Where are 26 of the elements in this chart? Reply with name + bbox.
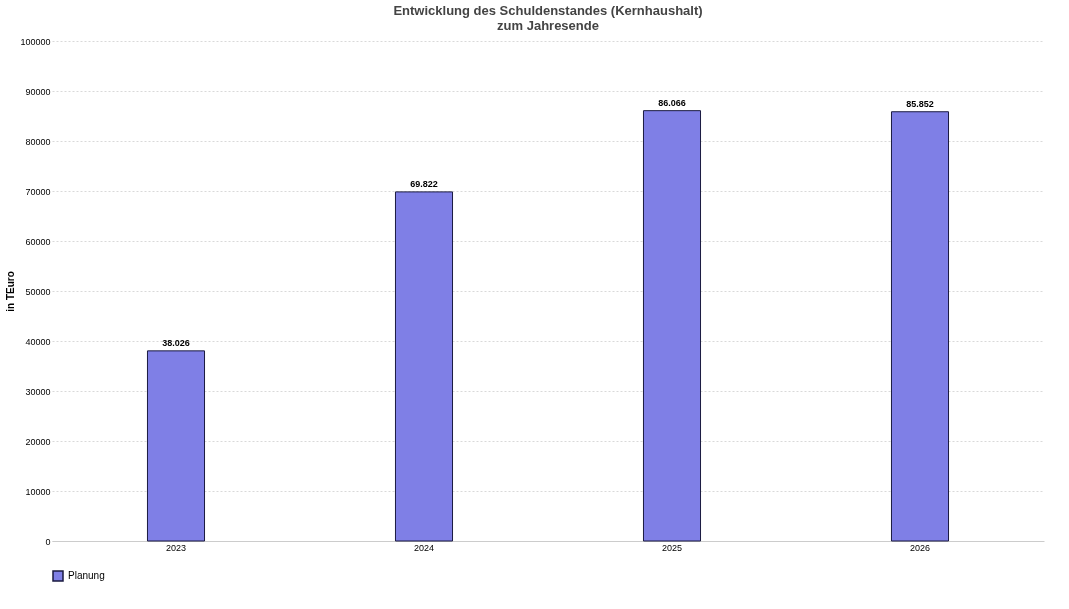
y-tick-label: 90000 bbox=[25, 86, 51, 97]
x-tick-label: 2024 bbox=[413, 542, 435, 553]
y-tick-label: 0 bbox=[45, 536, 51, 547]
legend-label: Planung bbox=[68, 570, 105, 581]
bar bbox=[890, 111, 950, 542]
data-label: 85.852 bbox=[906, 98, 934, 109]
x-tick-label: 2025 bbox=[661, 542, 683, 553]
y-tick-label: 100000 bbox=[20, 36, 51, 47]
x-tick-label: 2023 bbox=[165, 542, 187, 553]
bar bbox=[146, 350, 206, 542]
y-tick-label: 30000 bbox=[25, 386, 51, 397]
bar bbox=[642, 110, 702, 542]
x-tick-label: 2026 bbox=[909, 542, 931, 553]
y-tick-label: 70000 bbox=[25, 186, 51, 197]
chart-title: Entwicklung des Schuldenstandes (Kernhaushalt) zum Jahresende bbox=[393, 3, 703, 33]
data-label: 69.822 bbox=[410, 178, 438, 189]
data-label: 38.026 bbox=[162, 337, 190, 348]
bar bbox=[394, 191, 454, 542]
data-label: 86.066 bbox=[658, 97, 686, 108]
y-tick-label: 80000 bbox=[25, 136, 51, 147]
y-tick-label: 50000 bbox=[25, 286, 51, 297]
y-tick-label: 60000 bbox=[25, 236, 51, 247]
y-tick-label: 20000 bbox=[25, 436, 51, 447]
y-axis-title: in TEuro bbox=[5, 271, 17, 312]
y-tick-label: 10000 bbox=[25, 486, 51, 497]
y-tick-label: 40000 bbox=[25, 336, 51, 347]
